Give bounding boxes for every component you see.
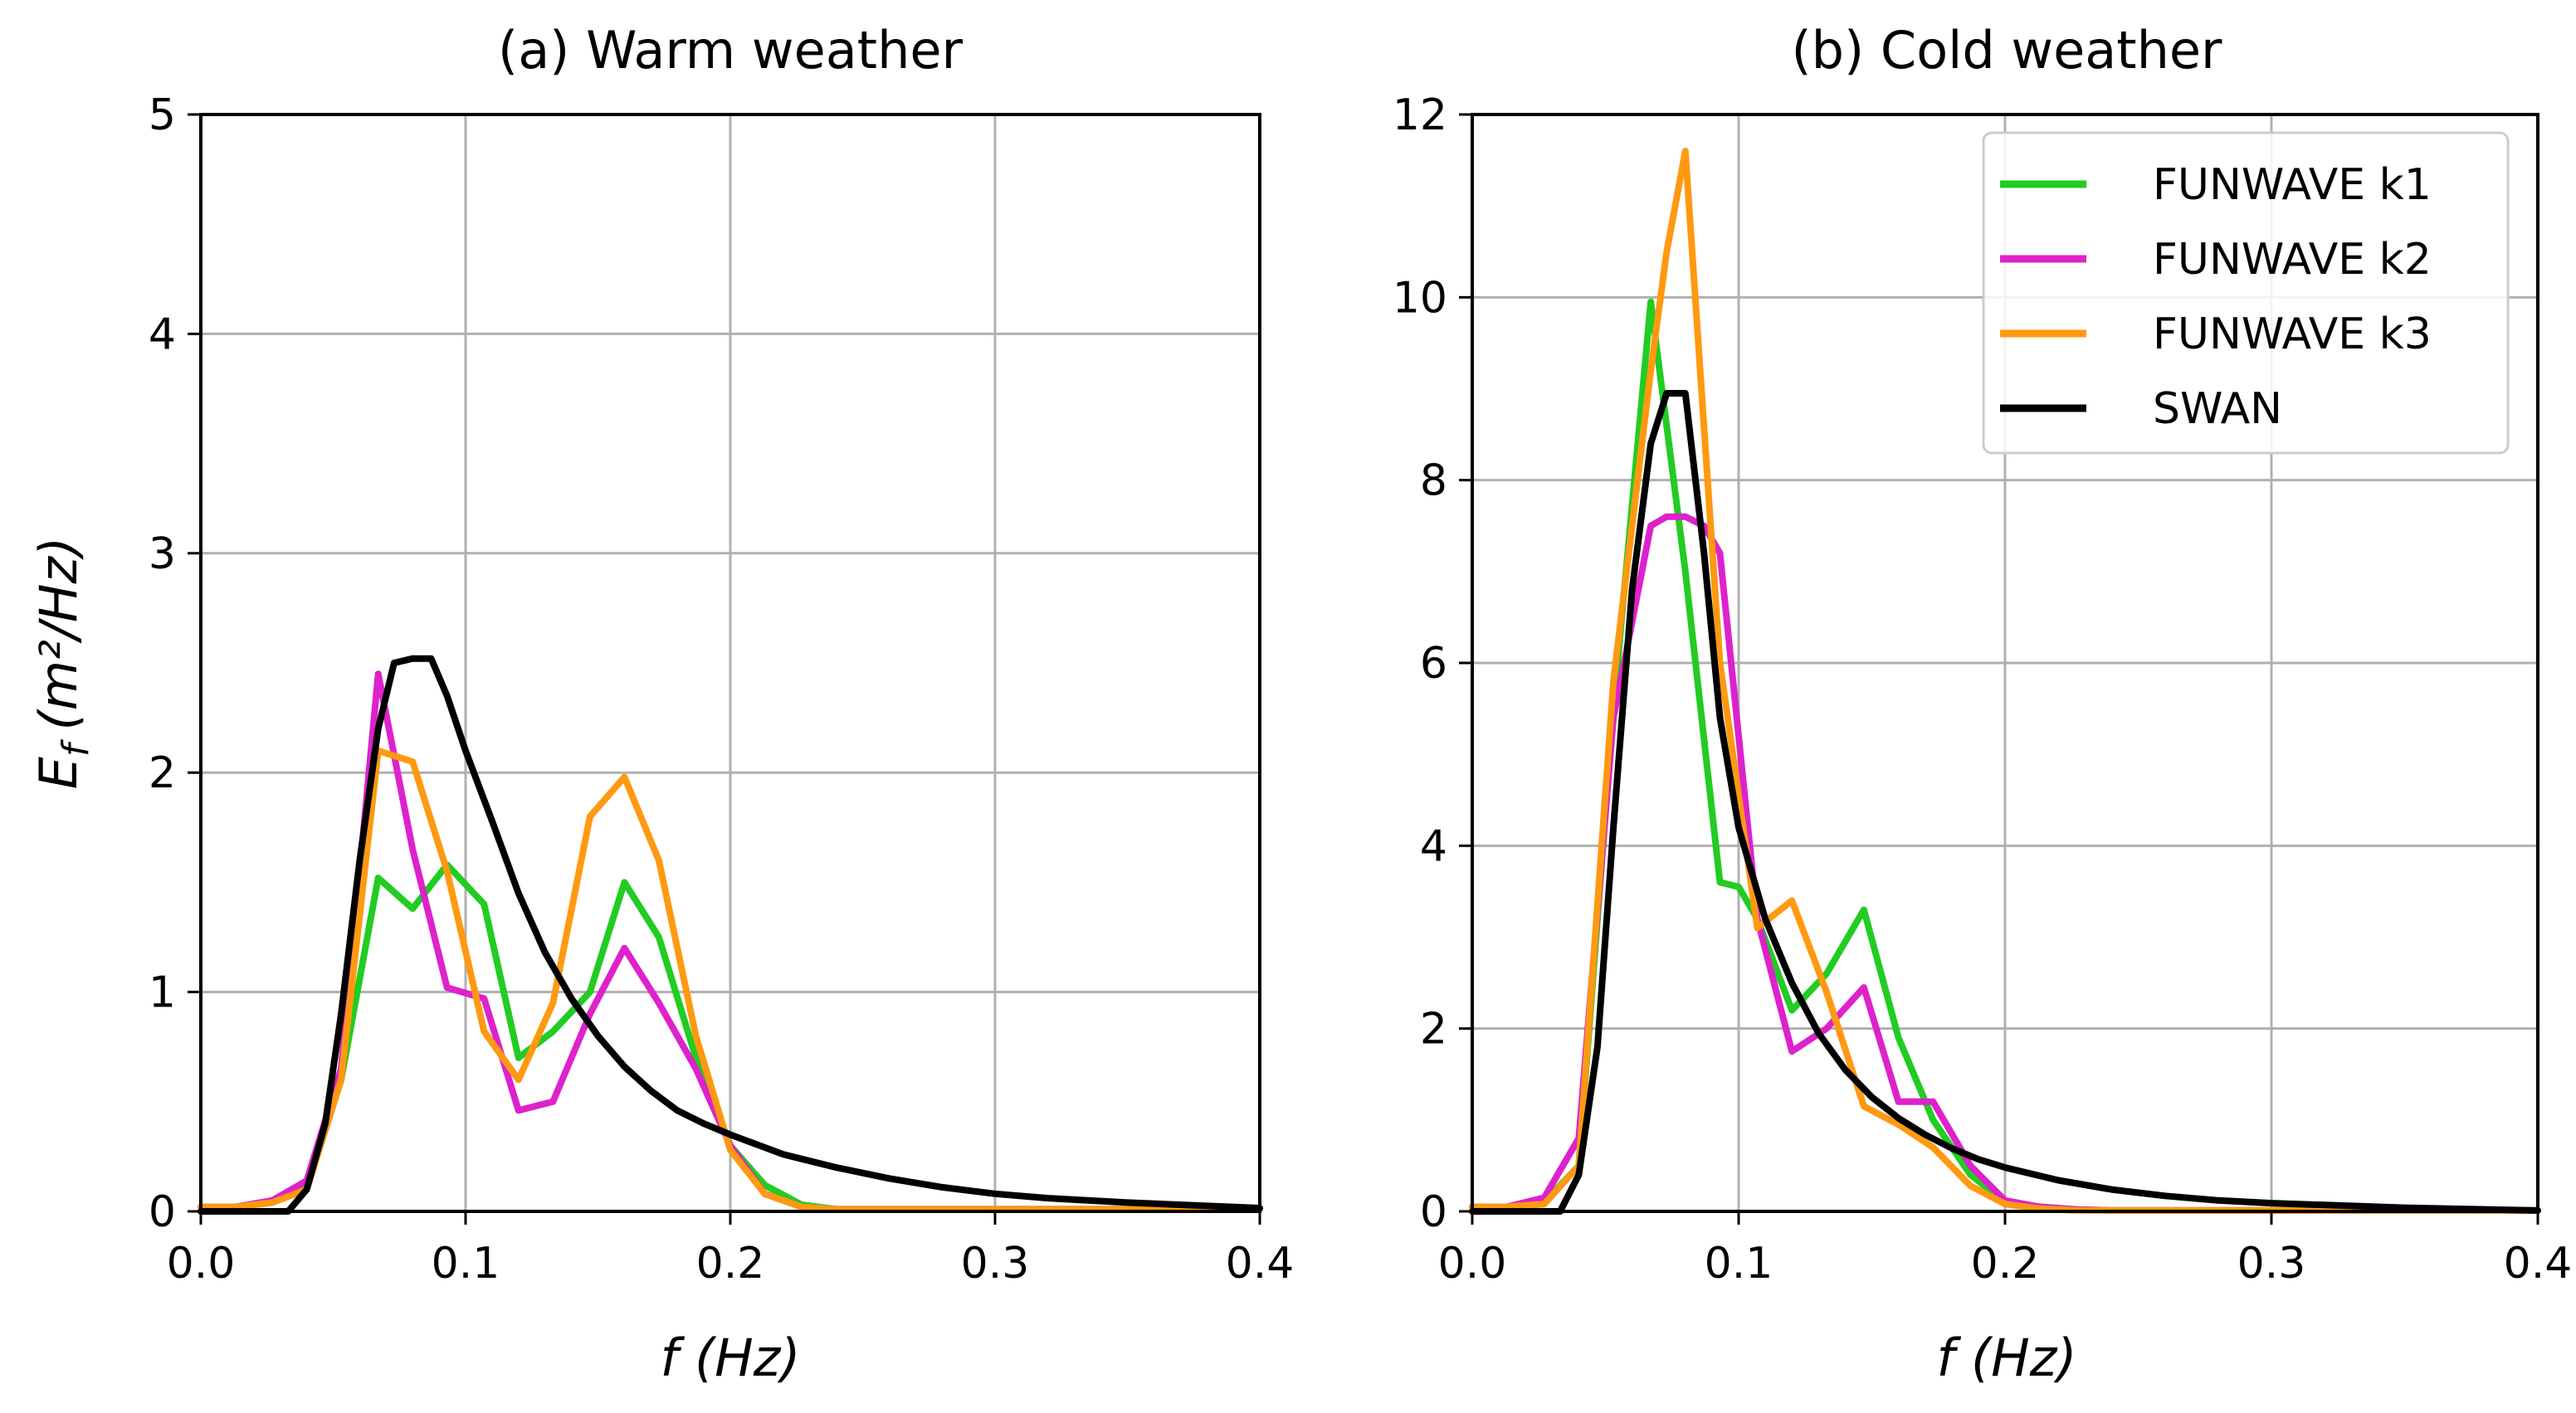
y-tick-label: 1	[149, 968, 176, 1018]
x-tick-label: 0.4	[1226, 1239, 1295, 1289]
x-tick-label: 0.2	[696, 1239, 765, 1289]
series-line-swan	[198, 655, 1263, 1215]
legend-box	[1982, 131, 2510, 455]
x-tick-label: 0.0	[1438, 1239, 1507, 1289]
y-tick-label: 2	[1420, 1005, 1447, 1055]
y-tick-label: 12	[1393, 90, 1447, 140]
legend-label: FUNWAVE k1	[2153, 160, 2432, 210]
series-line-swan	[1469, 390, 2541, 1215]
y-tick-label: 2	[149, 748, 176, 798]
panel-warm-weather: (a) Warm weather 0.0 0.1 0.2 0.3 0.4 0 1 2 3 4 5 f…	[28, 20, 1294, 1388]
y-tick-label: 6	[1420, 639, 1447, 689]
panel-a-xlabel: f (Hz)	[660, 1328, 800, 1388]
y-tick-label: 5	[149, 90, 176, 140]
x-tick-label: 0.0	[167, 1239, 236, 1289]
x-tick-label: 0.3	[2237, 1239, 2306, 1289]
x-tick-label: 0.2	[1971, 1239, 2040, 1289]
panel-b-xlabel: f (Hz)	[1936, 1328, 2076, 1388]
panel-b-title: (b) Cold weather	[1791, 20, 2222, 80]
legend: FUNWAVE k1 FUNWAVE k2 FUNWAVE k3 SWAN	[1982, 131, 2510, 455]
x-tick-label: 0.1	[1705, 1239, 1773, 1289]
x-tick-label: 0.4	[2504, 1239, 2573, 1289]
panel-a-ylabel: Ef (m²/Hz)	[28, 537, 97, 789]
y-tick-label: 8	[1420, 456, 1447, 506]
legend-label: FUNWAVE k2	[2153, 235, 2432, 285]
panel-cold-weather: (b) Cold weather 0.0 0.1 0.2 0.3 0.4 0 2 4 6 8 10 1…	[1393, 20, 2573, 1388]
y-tick-label: 0	[1420, 1187, 1447, 1237]
y-tick-label: 3	[149, 529, 176, 579]
y-tick-label: 0	[149, 1187, 176, 1237]
x-tick-label: 0.3	[961, 1239, 1030, 1289]
y-tick-label: 10	[1393, 273, 1447, 323]
y-tick-label: 4	[1420, 821, 1447, 871]
ylabel-symbol: E	[28, 756, 89, 789]
ylabel-units: (m²/Hz)	[28, 537, 89, 731]
y-tick-label: 4	[149, 309, 176, 359]
panel-a-title: (a) Warm weather	[498, 20, 964, 80]
ylabel-subscript: f	[55, 738, 97, 757]
legend-label: SWAN	[2153, 384, 2282, 434]
legend-label: FUNWAVE k3	[2153, 309, 2432, 359]
series-line-funwave-k3	[1469, 148, 2541, 1214]
x-tick-label: 0.1	[432, 1239, 500, 1289]
